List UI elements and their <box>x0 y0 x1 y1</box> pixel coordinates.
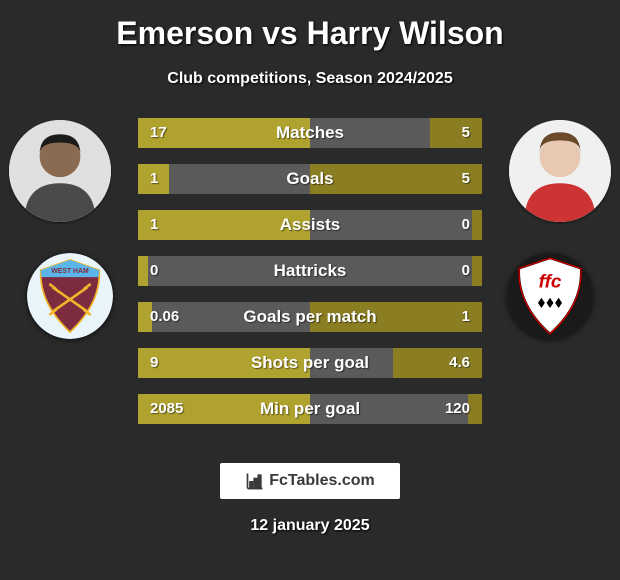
stat-value-left: 0 <box>150 256 158 286</box>
stat-value-right: 0 <box>462 256 470 286</box>
stat-bar-right <box>310 164 482 194</box>
stat-bar-right <box>472 256 482 286</box>
subtitle: Club competitions, Season 2024/2025 <box>0 70 620 88</box>
stat-bar-left <box>138 302 152 332</box>
stat-bar-left <box>138 118 310 148</box>
stat-bar-left <box>138 210 310 240</box>
main-area: WEST HAM ffc 175Match <box>0 118 620 448</box>
stat-value-right: 0 <box>462 210 470 240</box>
date-text: 12 january 2025 <box>0 517 620 535</box>
stat-bar-right <box>430 118 482 148</box>
stat-value-right: 120 <box>445 394 470 424</box>
page-title: Emerson vs Harry Wilson <box>0 15 620 52</box>
player-right-avatar <box>509 120 611 222</box>
svg-text:ffc: ffc <box>539 271 562 292</box>
stat-row: 175Matches <box>138 118 482 148</box>
stat-row: 10Assists <box>138 210 482 240</box>
stat-bar-right <box>468 394 482 424</box>
avatar-placeholder-icon <box>509 120 611 222</box>
stat-bar-right <box>393 348 482 378</box>
comparison-card: Emerson vs Harry Wilson Club competition… <box>0 0 620 580</box>
stat-bars: 175Matches15Goals10Assists00Hattricks0.0… <box>138 118 482 440</box>
brand-badge: FcTables.com <box>220 463 400 499</box>
stat-row: 94.6Shots per goal <box>138 348 482 378</box>
stat-label: Hattricks <box>138 256 482 286</box>
stat-value-left: 0.06 <box>150 302 179 332</box>
stat-row: 0 0Hattricks <box>138 256 482 286</box>
stat-row: 2085120Min per goal <box>138 394 482 424</box>
stat-bar-right <box>472 210 482 240</box>
stat-bar-left <box>138 164 169 194</box>
club-right-crest: ffc <box>507 253 593 339</box>
fulham-crest-icon: ffc <box>507 253 593 339</box>
svg-text:WEST HAM: WEST HAM <box>51 268 89 275</box>
stat-bar-left <box>138 394 310 424</box>
west-ham-crest-icon: WEST HAM <box>27 253 113 339</box>
player-left-avatar <box>9 120 111 222</box>
stat-bar-left <box>138 256 148 286</box>
stat-row: 15Goals <box>138 164 482 194</box>
brand-text: FcTables.com <box>269 472 375 490</box>
stat-row: 0.061Goals per match <box>138 302 482 332</box>
club-left-crest: WEST HAM <box>27 253 113 339</box>
avatar-placeholder-icon <box>9 120 111 222</box>
stat-bar-right <box>310 302 482 332</box>
stat-bar-left <box>138 348 310 378</box>
chart-icon <box>245 471 265 491</box>
